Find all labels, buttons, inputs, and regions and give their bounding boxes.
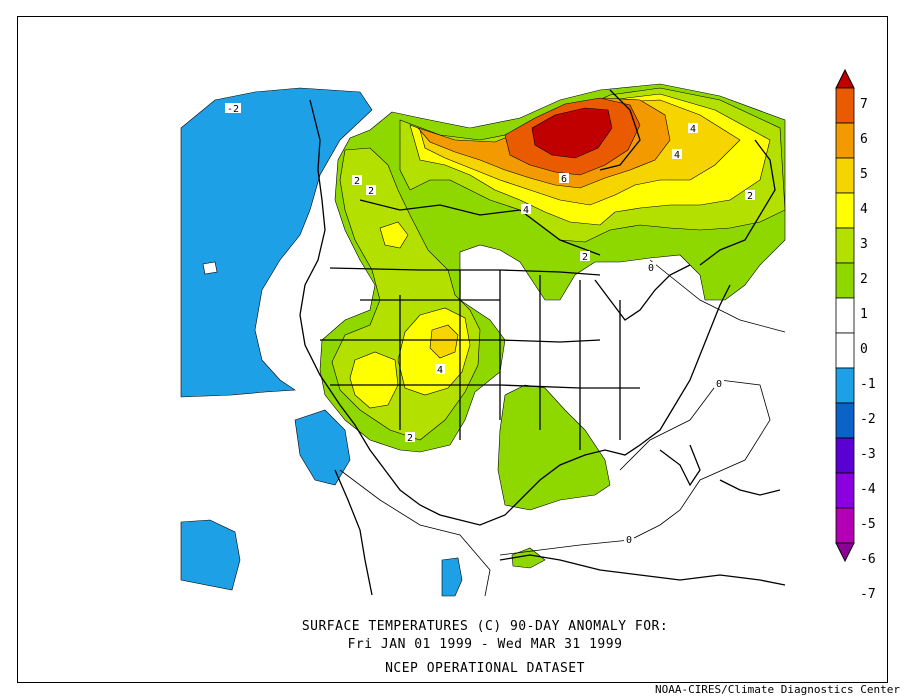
colorbar-tick-label: 3: [860, 237, 868, 252]
colorbar-tick-label: 2: [860, 272, 868, 287]
colorbar-cell: [835, 402, 855, 439]
map-title-line-2: Fri JAN 01 1999 - Wed MAR 31 1999: [347, 637, 623, 652]
contour-label: 2: [407, 433, 413, 444]
contour-label: 2: [747, 191, 753, 202]
warm-anomaly-rockies-4: [429, 324, 459, 359]
contour-label: 4: [437, 365, 443, 376]
contour-label: 2: [368, 186, 374, 197]
colorbar-tick-label: -1: [860, 377, 876, 392]
colorbar-cell: [835, 332, 855, 369]
colorbar-cell: [835, 472, 855, 509]
cold-anomaly-sw-pacific: [180, 519, 241, 591]
colorbar-tick-label: -6: [860, 552, 876, 567]
colorbar-tick-label: 7: [860, 97, 868, 112]
white-patch: [202, 261, 218, 275]
colorbar-tick-label: 4: [860, 202, 868, 217]
colorbar-cell: [835, 192, 855, 229]
contour-label: 0: [716, 379, 722, 390]
colorbar-tick-label: -2: [860, 412, 876, 427]
colorbar-tick-label: 5: [860, 167, 868, 182]
warm-anomaly-7: [531, 107, 613, 159]
contour-label: 4: [674, 150, 680, 161]
credit-text: NOAA-CIRES/Climate Diagnostics Center: [654, 683, 900, 696]
contour-label: 4: [690, 124, 696, 135]
colorbar-cell: [835, 157, 855, 194]
colorbar-cell: [835, 437, 855, 474]
colorbar-top-arrow: [835, 68, 855, 89]
colorbar-bottom-arrow: [835, 542, 855, 563]
contour-label: 2: [582, 252, 588, 263]
cold-anomaly-pacific: [180, 87, 373, 398]
colorbar-cell: [835, 507, 855, 544]
map-title-line-3: NCEP OPERATIONAL DATASET: [385, 661, 585, 676]
contour-label: -2: [227, 104, 239, 115]
colorbar-tick-label: -4: [860, 482, 876, 497]
cold-anomaly-small: [441, 557, 463, 597]
contour-label: 2: [354, 176, 360, 187]
cold-anomaly-mexico: [294, 409, 351, 486]
colorbar-tick-label: -5: [860, 517, 876, 532]
colorbar-cell: [835, 227, 855, 264]
contour-label: 4: [523, 205, 529, 216]
warm-anomaly-bc-3: [379, 221, 409, 249]
colorbar-cell: [835, 87, 855, 124]
colorbar-cell: [835, 122, 855, 159]
colorbar-tick-label: 0: [860, 342, 868, 357]
geography-lines: [299, 89, 786, 596]
zero-contour-line-2: [499, 379, 771, 556]
contour-label: 6: [561, 174, 567, 185]
warm-anomaly-southeast: [497, 384, 611, 511]
map-title-line-1: SURFACE TEMPERATURES (C) 90-DAY ANOMALY …: [301, 619, 669, 634]
warm-anomaly-gb-3: [349, 351, 399, 409]
colorbar-tick-label: 6: [860, 132, 868, 147]
colorbar-tick-label: -7: [860, 587, 876, 602]
contour-label: 0: [626, 535, 632, 546]
colorbar-cell: [835, 262, 855, 299]
warm-anomaly-gulf-small: [511, 547, 546, 569]
contour-label: 0: [648, 263, 654, 274]
zero-contour-line-3: [339, 469, 491, 597]
colorbar-cell: [835, 297, 855, 334]
colorbar-tick-label: 1: [860, 307, 868, 322]
colorbar-tick-label: -3: [860, 447, 876, 462]
colorbar-cell: [835, 367, 855, 404]
zero-contour-line: [649, 259, 786, 333]
